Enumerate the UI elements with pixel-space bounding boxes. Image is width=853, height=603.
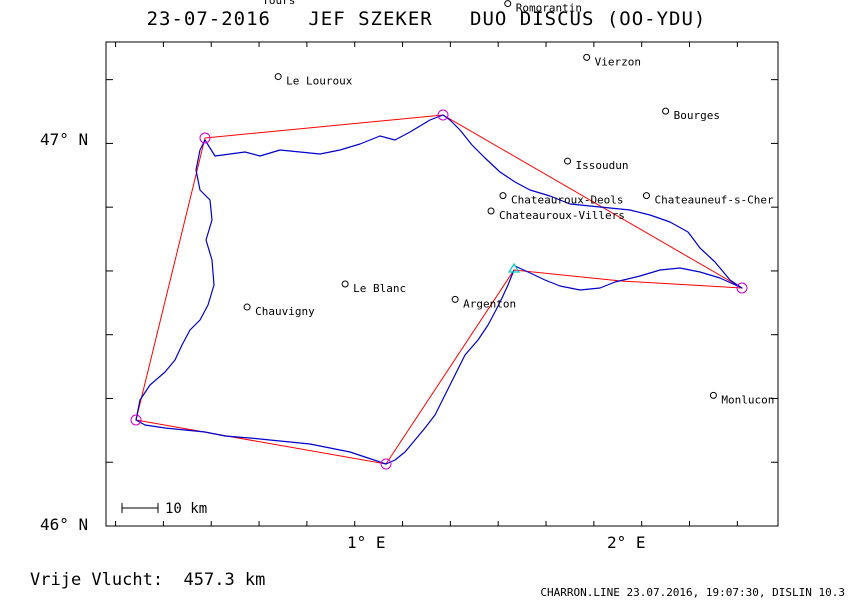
- place-label: Argenton: [463, 297, 516, 310]
- place-label: Tours: [262, 0, 295, 7]
- place-marker: [451, 295, 459, 303]
- turnpoint-marker: [199, 132, 211, 144]
- place-label: Romorantin: [516, 2, 582, 15]
- place-label: Chateauroux-Villers: [499, 209, 625, 222]
- place-label: Chateauroux-Deols: [511, 194, 624, 207]
- place-marker: [499, 192, 507, 200]
- map-frame: [105, 41, 779, 527]
- place-marker: [564, 157, 572, 165]
- place-label: Chateauneuf-s-Cher: [654, 194, 774, 207]
- place-label: Vierzon: [595, 55, 641, 68]
- place-marker: [662, 107, 670, 115]
- start-marker: [507, 262, 521, 273]
- turnpoint-marker: [736, 282, 748, 294]
- turnpoint-marker: [380, 458, 392, 470]
- map-title: 23-07-2016 JEF SZEKER DUO DISCUS (OO-YDU…: [146, 8, 707, 30]
- lon-label-1e: 1° E: [347, 533, 386, 552]
- place-marker: [243, 303, 251, 311]
- turnpoint-marker: [130, 414, 142, 426]
- lat-label-46: 46° N: [40, 515, 89, 534]
- lon-label-2e: 2° E: [607, 533, 646, 552]
- scale-bar-label: 10 km: [165, 501, 207, 517]
- place-marker: [274, 73, 282, 81]
- turnpoint-marker: [437, 109, 449, 121]
- place-marker: [709, 391, 717, 399]
- place-marker: [642, 192, 650, 200]
- task-route: [135, 114, 743, 465]
- lat-label-47: 47° N: [40, 130, 89, 149]
- free-flight-distance: Vrije Vlucht: 457.3 km: [30, 570, 266, 590]
- place-label: Monlucon: [721, 393, 774, 406]
- place-label: Le Louroux: [286, 75, 353, 88]
- place-marker: [583, 53, 591, 61]
- place-label: Bourges: [674, 109, 720, 122]
- place-label: Chauvigny: [255, 305, 315, 318]
- place-label: Issoudun: [576, 159, 629, 172]
- place-marker: [341, 280, 349, 288]
- place-label: Le Blanc: [353, 282, 406, 295]
- place-marker: [504, 0, 512, 8]
- place-marker: [487, 207, 495, 215]
- credit-line: CHARRON.LINE 23.07.2016, 19:07:30, DISLI…: [540, 586, 845, 599]
- flight-track: [135, 114, 743, 465]
